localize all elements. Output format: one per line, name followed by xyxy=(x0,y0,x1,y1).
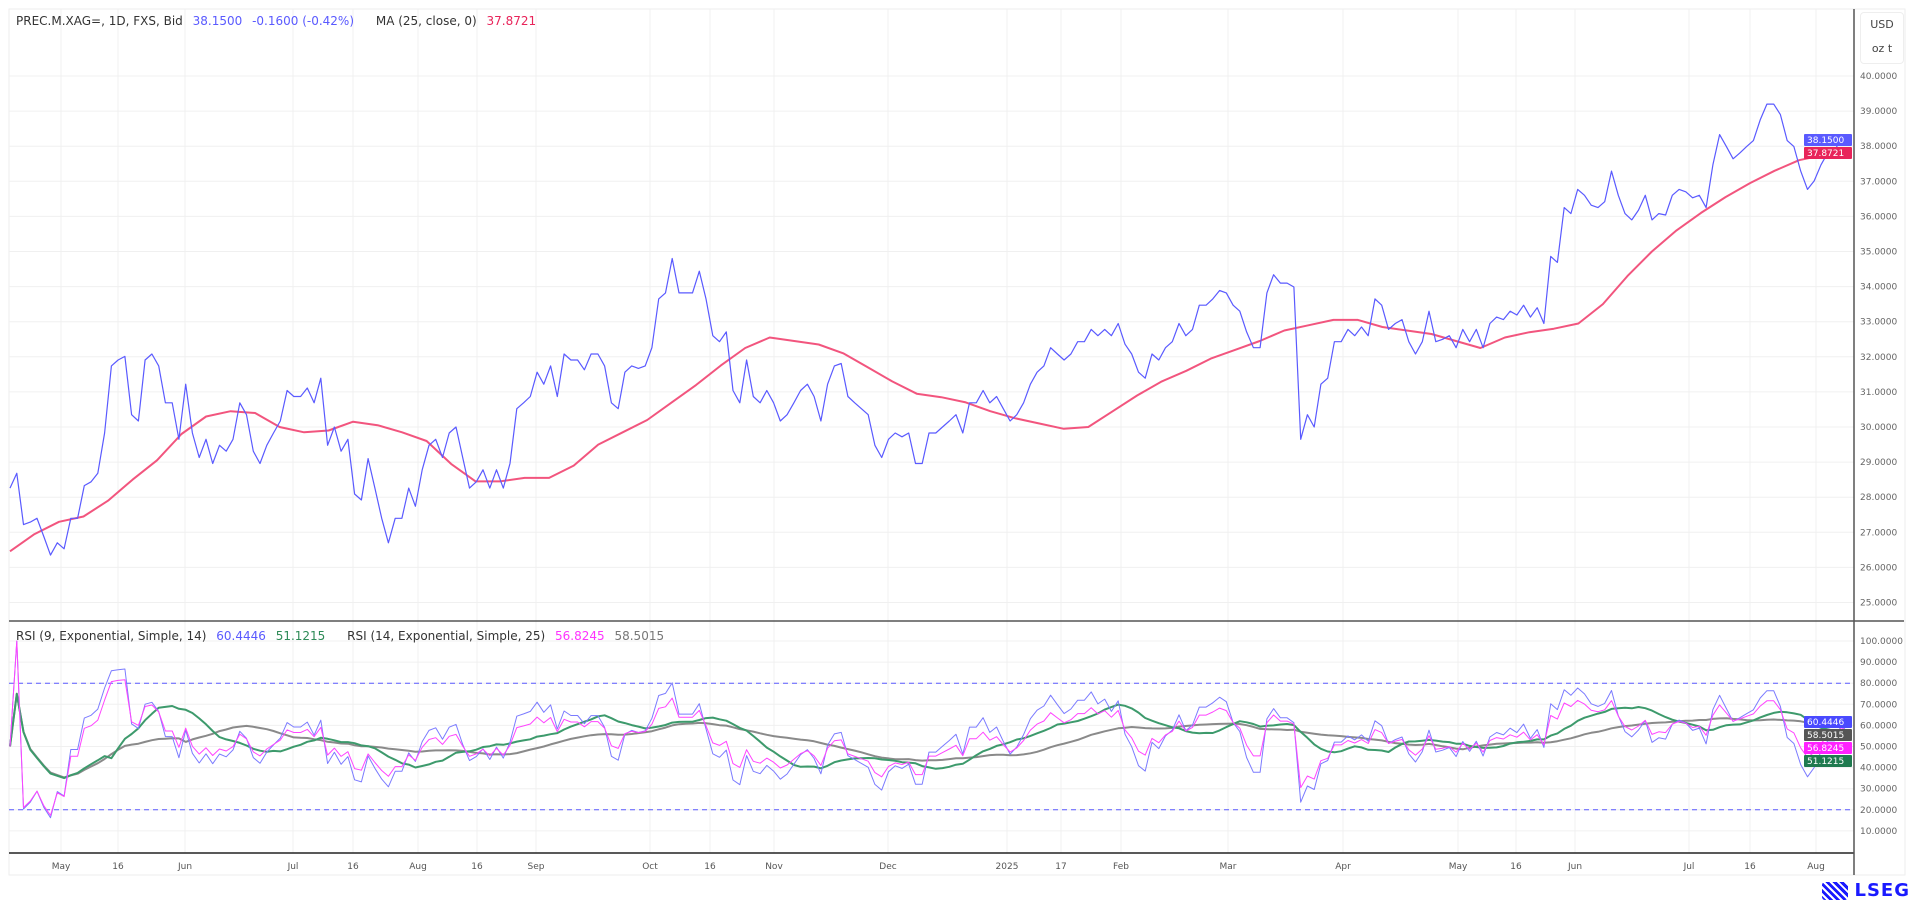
rsi-tick-label: 40.0000 xyxy=(1860,764,1897,774)
rsi14-signal-value: 58.5015 xyxy=(614,629,665,643)
time-tick-label: 17 xyxy=(1055,862,1066,872)
unit-selector[interactable]: USD oz t xyxy=(1860,12,1904,64)
rsi9-signal-value: 51.1215 xyxy=(275,629,326,643)
last-value-labels: 38.1500 37.8721 60.4446 58.5015 56.8245 51.12… xyxy=(1804,134,1852,767)
last-price-tag-bg xyxy=(1804,134,1852,146)
time-tick-label: Sep xyxy=(528,862,545,872)
price-tick-label: 29.0000 xyxy=(1860,458,1897,468)
price-pane[interactable] xyxy=(9,103,1849,556)
last-price-tag: 38.1500 xyxy=(1807,136,1844,146)
rsi14-value: 56.8245 xyxy=(555,629,605,643)
price-line[interactable] xyxy=(9,103,1849,556)
time-tick-label: 16 xyxy=(347,862,359,872)
rsi14-value-tag-bg xyxy=(1804,742,1852,754)
ma-label: MA (25, close, 0) xyxy=(375,14,477,28)
time-tick-label: Jun xyxy=(177,862,192,872)
price-tick-label: 35.0000 xyxy=(1860,248,1897,258)
price-change: -0.1600 (-0.42%) xyxy=(252,14,355,28)
price-tick-label: 36.0000 xyxy=(1860,212,1897,222)
rsi-pane[interactable] xyxy=(9,640,1854,819)
rsi-legend: RSI (9, Exponential, Simple, 14) 60.4446… xyxy=(16,629,670,643)
time-tick-label: 16 xyxy=(1510,862,1522,872)
rsi9-label: RSI (9, Exponential, Simple, 14) xyxy=(16,629,207,643)
lseg-logo: LSEG xyxy=(1822,880,1910,901)
time-tick-label: 16 xyxy=(1744,862,1756,872)
time-tick-label: 16 xyxy=(704,862,716,872)
time-tick-label: 16 xyxy=(112,862,124,872)
time-tick-label: Apr xyxy=(1335,862,1351,872)
price-tick-label: 25.0000 xyxy=(1860,599,1897,609)
time-tick-label: Aug xyxy=(1807,862,1825,872)
chart-frame xyxy=(8,8,1906,876)
rsi-tick-label: 100.0000 xyxy=(1860,637,1903,647)
rsi14-value-tag: 56.8245 xyxy=(1807,744,1844,754)
time-tick-label: 2025 xyxy=(996,862,1019,872)
rsi-tick-label: 60.0000 xyxy=(1860,721,1897,731)
rsi-tick-label: 30.0000 xyxy=(1860,785,1897,795)
rsi-tick-label: 10.0000 xyxy=(1860,827,1897,837)
price-tick-label: 31.0000 xyxy=(1860,388,1897,398)
time-tick-label: May xyxy=(1449,862,1468,872)
ma-value-tag: 37.8721 xyxy=(1807,149,1844,159)
price-tick-label: 39.0000 xyxy=(1860,107,1897,117)
rsi-tick-label: 90.0000 xyxy=(1860,658,1897,668)
time-tick-label: Feb xyxy=(1113,862,1129,872)
rsi14-line[interactable] xyxy=(9,640,1849,816)
currency-label: USD xyxy=(1870,18,1894,31)
brand-name: LSEG xyxy=(1854,880,1910,901)
rsi-tick-label: 20.0000 xyxy=(1860,806,1897,816)
time-axis[interactable]: May 16 Jun Jul 16 Aug 16 Sep Oct 16 Nov Dec 2025 17 Fe… xyxy=(52,862,1825,872)
price-tick-label: 32.0000 xyxy=(1860,353,1897,363)
grid-lines xyxy=(9,9,1854,853)
time-tick-label: Jun xyxy=(1567,862,1582,872)
price-tick-label: 33.0000 xyxy=(1860,318,1897,328)
price-tick-label: 30.0000 xyxy=(1860,423,1897,433)
rsi9-value: 60.4446 xyxy=(216,629,266,643)
rsi9-signal-value-tag: 51.1215 xyxy=(1807,757,1844,767)
price-tick-label: 34.0000 xyxy=(1860,283,1897,293)
unit-label: oz t xyxy=(1871,42,1893,55)
price-tick-label: 40.0000 xyxy=(1860,72,1897,82)
time-tick-label: Mar xyxy=(1220,862,1237,872)
rsi9-signal-value-tag-bg xyxy=(1804,755,1852,767)
last-price: 38.1500 xyxy=(192,14,243,28)
price-tick-label: 27.0000 xyxy=(1860,528,1897,538)
ma-value-tag-bg xyxy=(1804,147,1852,159)
rsi9-value-tag-bg xyxy=(1804,716,1852,728)
time-tick-label: 16 xyxy=(471,862,483,872)
symbol-label: PREC.M.XAG=, 1D, FXS, Bid xyxy=(16,14,183,28)
rsi14-signal-value-tag-bg xyxy=(1804,729,1852,741)
price-tick-label: 28.0000 xyxy=(1860,493,1897,503)
time-tick-label: Aug xyxy=(409,862,427,872)
ma-value: 37.8721 xyxy=(486,14,537,28)
price-tick-label: 26.0000 xyxy=(1860,563,1897,573)
lseg-logo-icon xyxy=(1822,881,1849,900)
ma-line[interactable] xyxy=(9,149,1849,553)
time-tick-label: Oct xyxy=(642,862,658,872)
price-legend: PREC.M.XAG=, 1D, FXS, Bid 38.1500 -0.160… xyxy=(16,14,542,28)
price-tick-label: 38.0000 xyxy=(1860,142,1897,152)
time-tick-label: Jul xyxy=(1683,862,1695,872)
rsi-tick-label: 50.0000 xyxy=(1860,743,1897,753)
rsi14-signal-value-tag: 58.5015 xyxy=(1807,731,1844,741)
rsi9-signal-line[interactable] xyxy=(9,692,1849,780)
rsi9-value-tag: 60.4446 xyxy=(1807,718,1844,728)
rsi14-label: RSI (14, Exponential, Simple, 25) xyxy=(347,629,546,643)
time-tick-label: Nov xyxy=(765,862,783,872)
price-axis[interactable]: 25.0000 26.0000 27.0000 28.0000 29.0000 30.00… xyxy=(1860,72,1903,837)
time-tick-label: Jul xyxy=(287,862,299,872)
time-tick-label: May xyxy=(52,862,71,872)
price-tick-label: 37.0000 xyxy=(1860,177,1897,187)
rsi-tick-label: 70.0000 xyxy=(1860,700,1897,710)
rsi-tick-label: 80.0000 xyxy=(1860,679,1897,689)
time-tick-label: Dec xyxy=(879,862,896,872)
